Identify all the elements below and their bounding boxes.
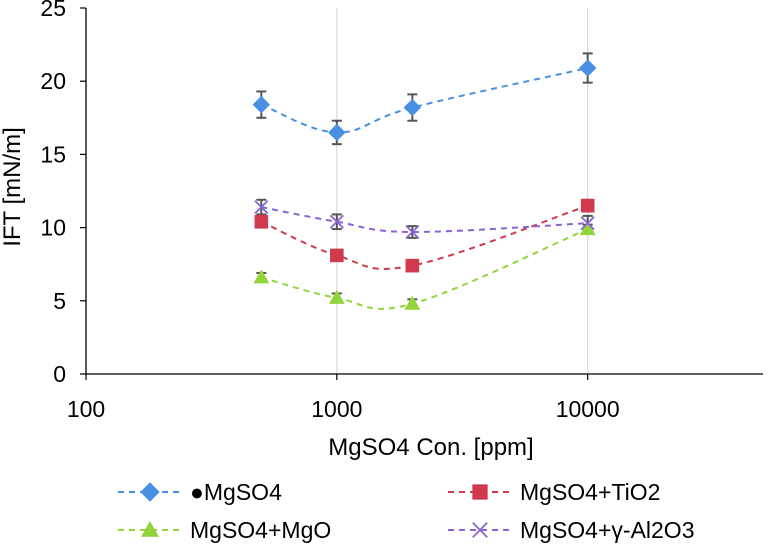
series-line [260, 204, 588, 270]
marker-x-stroke [580, 216, 595, 231]
legend-entry: MgSO4+MgO [118, 517, 331, 543]
series-line [261, 206, 588, 233]
series-markers [252, 59, 597, 310]
y-tick-label: 0 [53, 361, 66, 387]
y-tick-label: 5 [53, 288, 66, 314]
data-point [580, 198, 595, 213]
data-point [579, 221, 596, 236]
marker-x-stroke [254, 200, 269, 215]
y-tick-label: 20 [40, 68, 66, 94]
data-point [580, 216, 595, 231]
marker-x-stroke [329, 214, 344, 229]
tick-labels: 0 5 10 15 20 25 100 1000 10000 [40, 0, 619, 422]
data-point [403, 98, 422, 117]
legend-label: ●MgSO4 [190, 479, 282, 505]
legend-entry: ●MgSO4 [118, 479, 282, 505]
legend-marker [472, 484, 488, 500]
marker-x-stroke [405, 224, 420, 240]
x-axis-title: MgSO4 Con. [ppm] [328, 434, 533, 461]
data-point [329, 214, 344, 229]
data-point [254, 200, 269, 215]
legend-label: MgSO4+MgO [190, 517, 331, 543]
legend-entry: MgSO4+γ-Al2O3 [448, 517, 695, 543]
data-point [252, 95, 271, 114]
legend-marker [140, 482, 160, 502]
legend-label: MgSO4+γ-Al2O3 [520, 517, 695, 543]
x-tick-label: 100 [67, 396, 105, 422]
data-point [405, 224, 420, 240]
data-point [578, 59, 597, 77]
error-bars [256, 52, 593, 310]
data-point [330, 248, 344, 263]
data-point [404, 295, 421, 310]
series-line [260, 67, 588, 134]
data-point [328, 123, 346, 142]
data-point [328, 289, 345, 304]
x-tick-label: 10000 [556, 396, 620, 422]
legend-label: MgSO4+TiO2 [520, 479, 660, 505]
legend-marker [141, 521, 159, 537]
legend: ●MgSO4 MgSO4+TiO2 MgSO4+MgO MgSO4+γ-Al2O3 [118, 479, 695, 543]
data-point [405, 258, 420, 273]
marker-x-stroke [472, 522, 488, 538]
y-tick-label: 10 [40, 215, 66, 241]
series-lines [260, 67, 589, 310]
data-point [253, 269, 270, 284]
legend-marker [472, 522, 488, 538]
y-tick-label: 25 [40, 0, 66, 21]
series-line [261, 228, 589, 310]
grid [336, 8, 589, 374]
y-axis-title: IFT [mN/m] [0, 127, 26, 247]
y-tick-label: 15 [40, 141, 66, 167]
axes [80, 7, 763, 380]
data-point [254, 214, 269, 229]
x-tick-label: 1000 [311, 396, 362, 422]
legend-entry: MgSO4+TiO2 [448, 479, 660, 505]
